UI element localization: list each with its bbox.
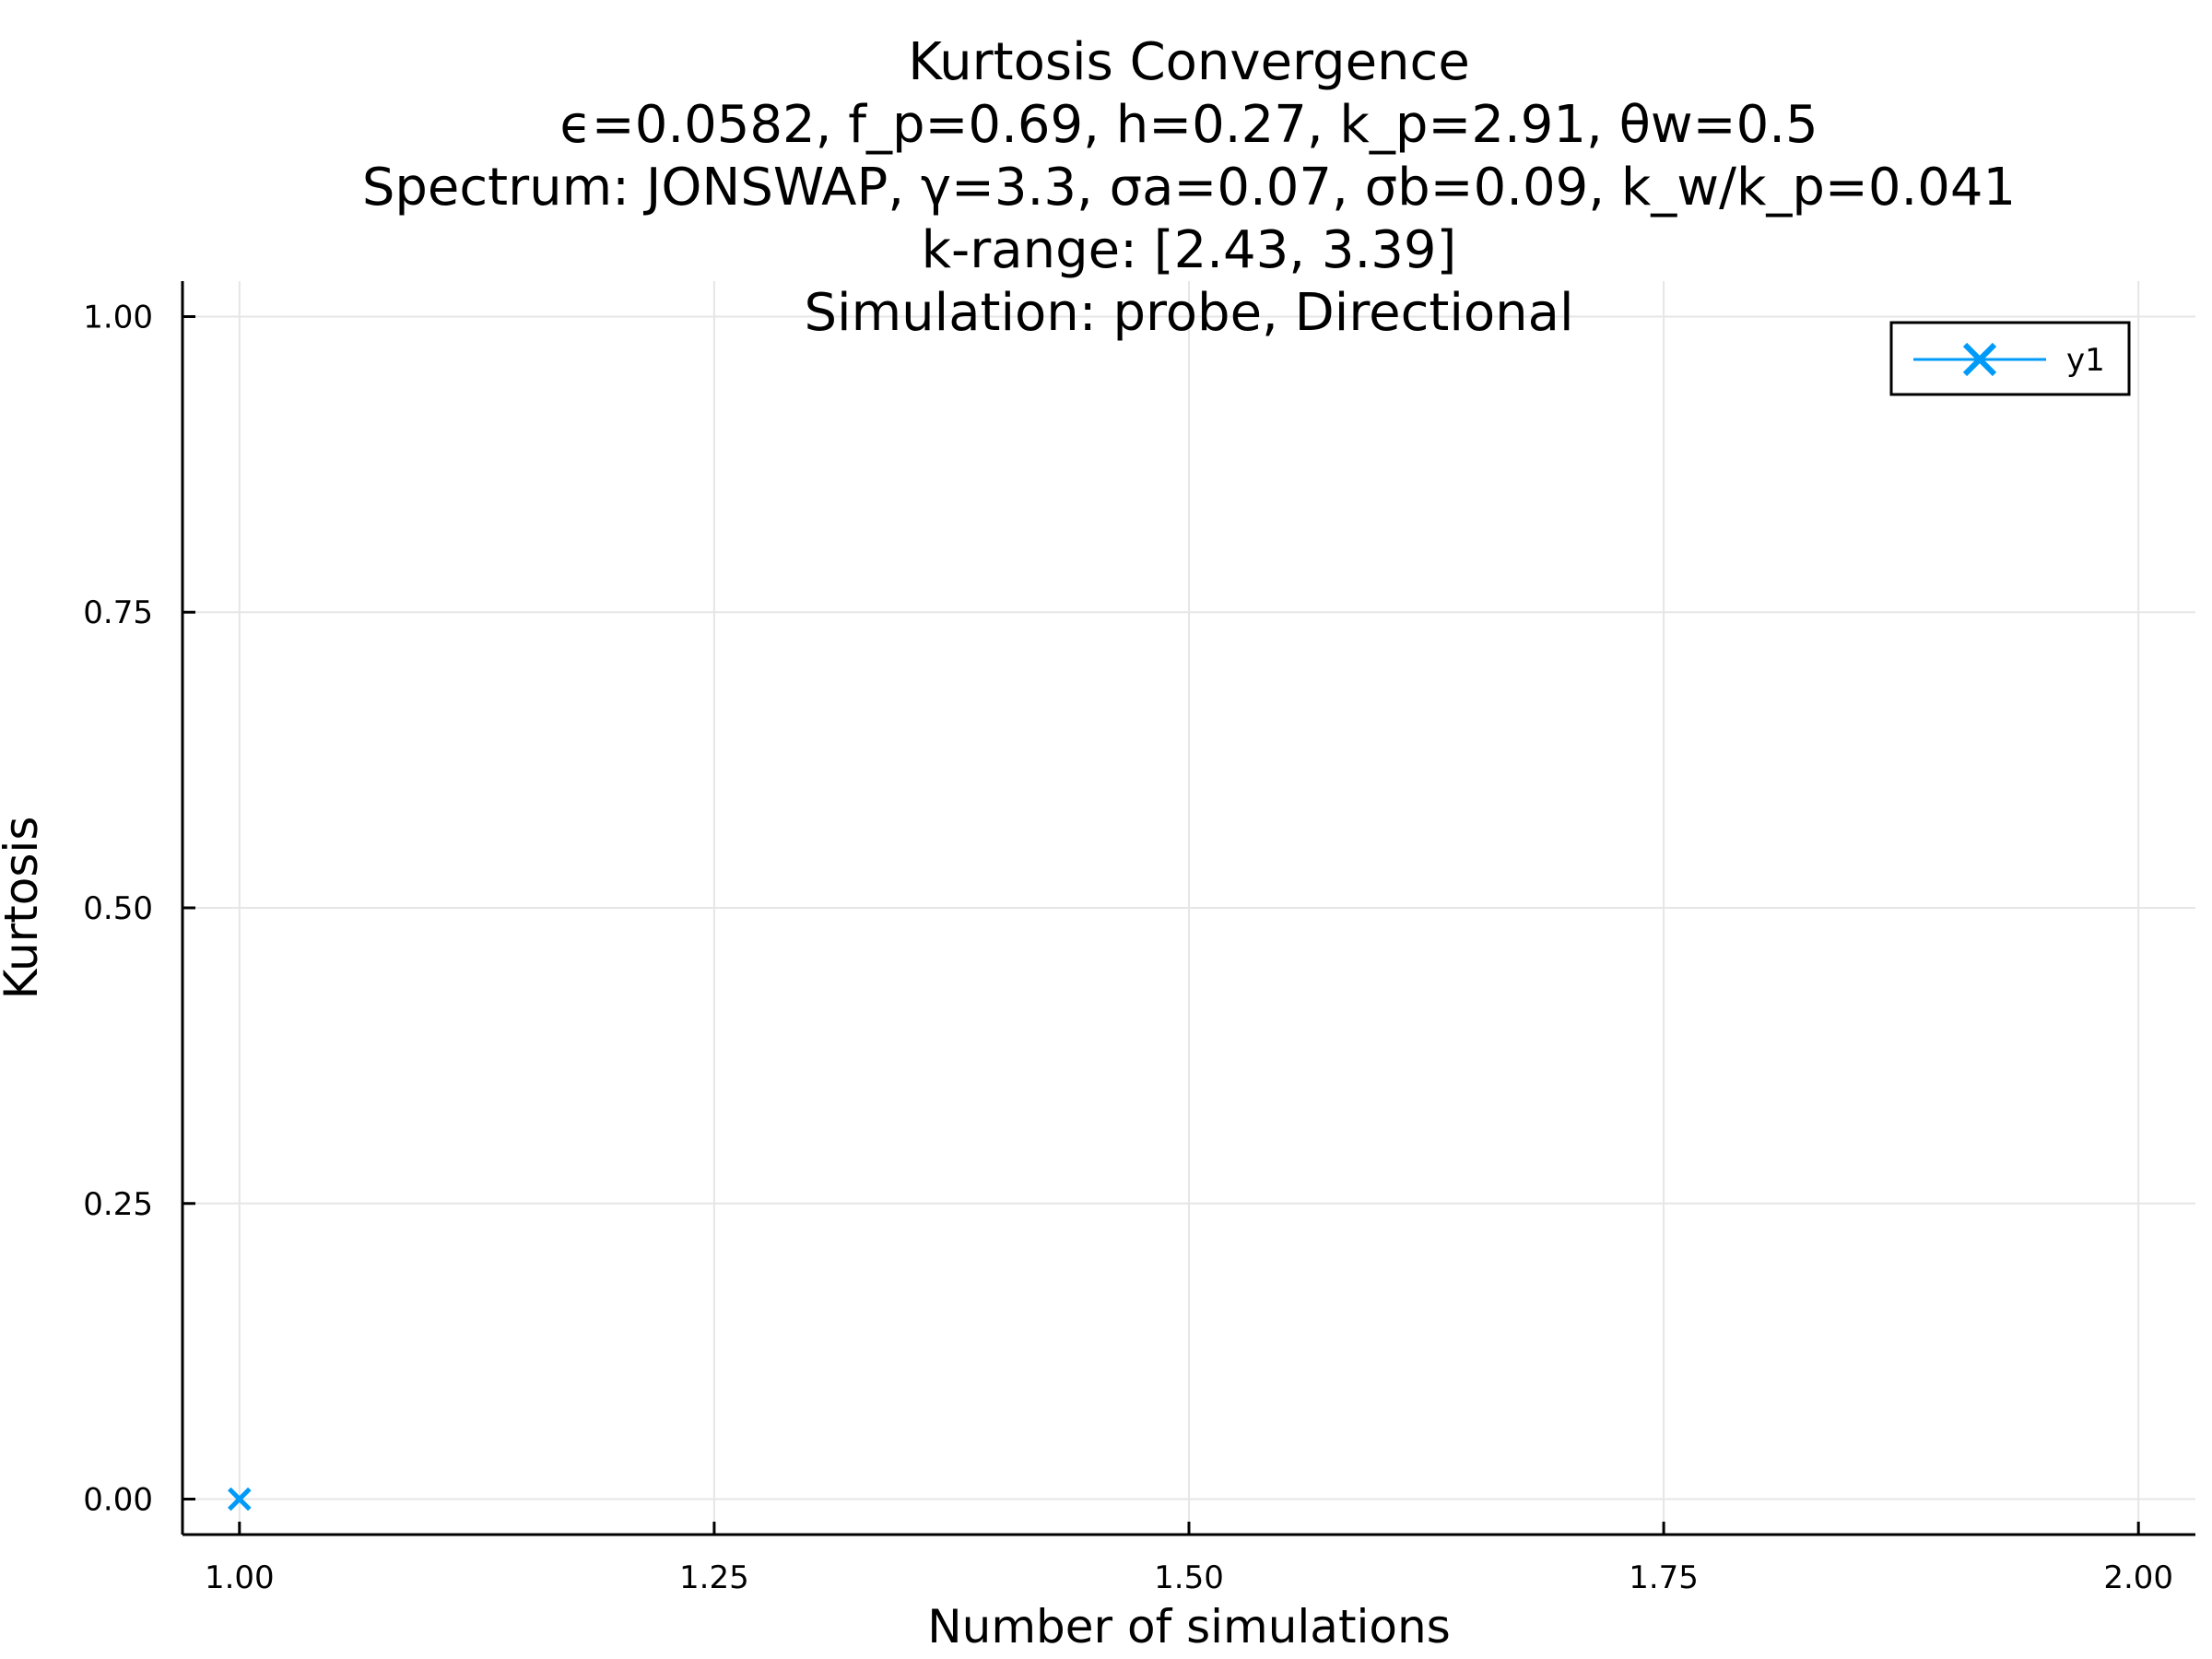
y-tick-label: 0.25 [83,1186,153,1223]
y-tick-label: 0.00 [83,1482,153,1519]
ticks: 1.00 1.25 1.50 1.75 2.00 0.00 0.25 0.50 0.75 1.00 [83,299,2173,1596]
legend: y1 [1889,321,2131,396]
x-axis-label: Number of simulations [927,1600,1451,1653]
x-tick-label: 1.00 [205,1559,275,1596]
y-tick-label: 0.50 [83,890,153,927]
y-tick-label: 1.00 [83,299,153,335]
subtitle-simulation: Simulation: probe, Directional [804,283,1573,343]
x-tick-label: 1.50 [1154,1559,1224,1596]
plot-marks [228,1487,252,1512]
subtitle-parameters: ϵ=0.0582, f_p=0.69, h=0.27, k_p=2.91, θw… [559,95,1818,155]
legend-label-y1: y1 [2066,342,2105,379]
subtitle-k-range: k-range: [2.43, 3.39] [922,220,1457,280]
subtitle-spectrum: Spectrum: JONSWAP, γ=3.3, σa=0.07, σb=0.… [362,158,2016,218]
title-line: Kurtosis Convergence [908,32,1470,92]
data-point-x-marker [228,1487,252,1512]
y-axis-label: Kurtosis [0,817,48,1000]
y-tick-label: 0.75 [83,594,153,631]
grid [182,281,2195,1535]
legend-x-marker [1962,342,1997,377]
x-tick-label: 2.00 [2103,1559,2173,1596]
chart-title: Kurtosis Convergence ϵ=0.0582, f_p=0.69,… [362,32,2016,343]
x-tick-label: 1.75 [1629,1559,1699,1596]
x-tick-label: 1.25 [679,1559,749,1596]
